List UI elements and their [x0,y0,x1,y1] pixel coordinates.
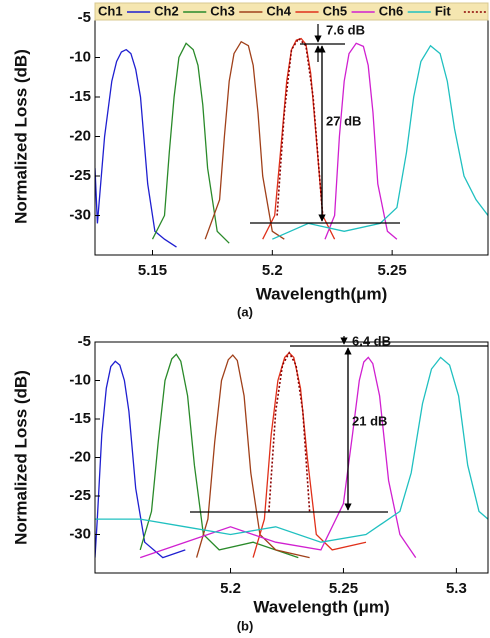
series-line [195,354,310,559]
series-line [268,351,311,512]
x-tick-label: 5.2 [220,580,241,597]
x-tick-label: 5.25 [329,580,358,597]
y-tick-label: -25 [69,487,91,504]
y-tick-label: -30 [69,525,91,542]
series-line [95,48,177,248]
y-tick-label: -30 [69,206,91,223]
y-axis-title: Normalized Loss (dB) [11,370,30,545]
annotation: 6.4 dB [352,333,391,348]
legend-label: Ch1 [98,3,123,18]
y-tick-label: -10 [69,371,91,388]
x-axis-title: Wavelength(μm) [256,284,388,303]
annotation: 7.6 dB [326,22,365,37]
y-axis-title: Normalized Loss (dB) [11,49,30,224]
series-line [95,356,488,543]
x-axis-title: Wavelength (μm) [253,597,389,616]
series-line [262,37,336,240]
y-tick-label: -10 [69,48,91,65]
legend-label: Ch3 [210,3,235,18]
y-tick-label: -20 [69,448,91,465]
x-tick-label: 5.25 [378,262,407,279]
y-tick-label: -20 [69,127,91,144]
caption: (b) [237,618,254,633]
legend-label: Ch6 [379,3,404,18]
series-line [151,42,230,244]
series-line [324,42,398,240]
y-tick-label: -15 [69,88,91,105]
annotation: 21 dB [352,413,387,428]
legend-label: Ch4 [266,3,291,18]
x-tick-label: 5.3 [446,580,467,597]
y-tick-label: -15 [69,410,91,427]
series-line [276,37,324,216]
series-line [272,44,488,240]
caption: (a) [237,304,253,319]
y-tick-label: -5 [78,333,91,350]
x-tick-label: 5.2 [262,262,283,279]
series-line [204,40,285,240]
y-tick-label: -25 [69,167,91,184]
legend-label: Fit [435,3,452,18]
legend-label: Ch5 [323,3,348,18]
y-tick-label: -5 [78,9,91,26]
annotation: 27 dB [326,113,361,128]
series-line [252,351,367,558]
legend-label: Ch2 [154,3,179,18]
series-line [95,360,186,559]
series-line [139,353,299,559]
legend-box [94,2,489,21]
x-tick-label: 5.15 [138,262,167,279]
